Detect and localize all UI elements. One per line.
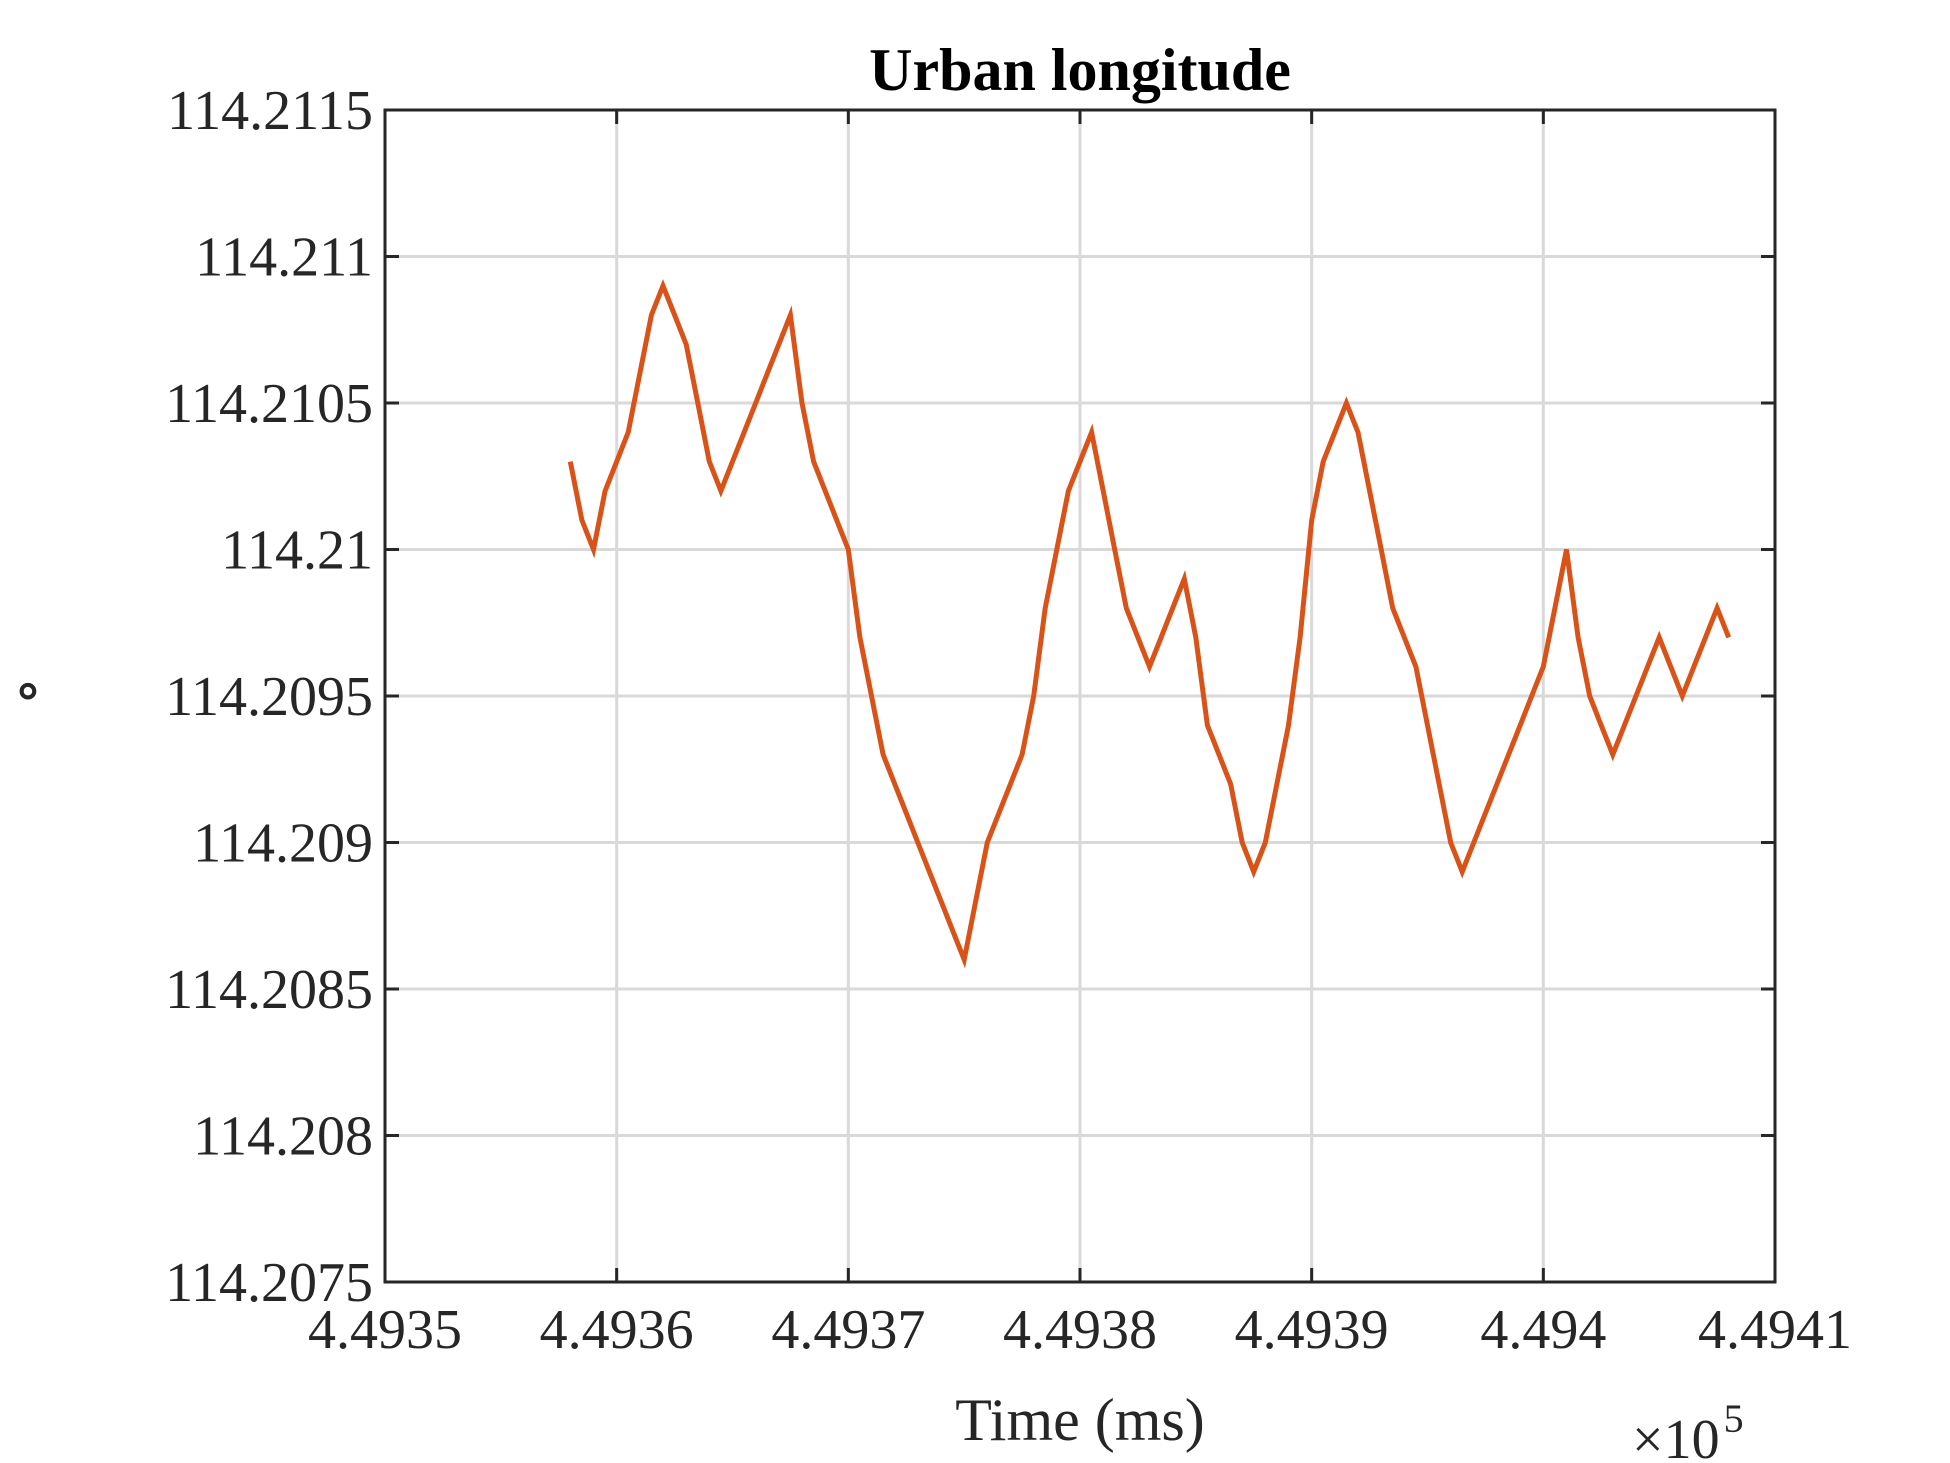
grid <box>383 108 1777 1284</box>
ticks: 4.4935 4.4936 4.4937 4.4938 4.4939 4.494 4.494… <box>165 80 1852 1361</box>
y-tick-label: 114.209 <box>193 813 373 875</box>
x-axis-exponent-power: 5 <box>1724 1396 1744 1441</box>
y-tick-label: 114.211 <box>195 227 373 289</box>
y-tick-label: 114.2075 <box>165 1252 373 1314</box>
chart-title: Urban longitude <box>869 37 1291 103</box>
y-tick-label: 114.2095 <box>165 666 373 728</box>
y-tick-label: 114.2085 <box>165 959 373 1021</box>
x-axis-exponent: ×10 5 <box>1632 1396 1744 1463</box>
x-tick-label: 4.4937 <box>771 1299 925 1361</box>
x-tick-label: 4.4938 <box>1003 1299 1157 1361</box>
y-tick-label: 114.2115 <box>167 80 373 142</box>
series-line <box>567 279 1732 969</box>
x-axis-label: Time (ms) <box>955 1387 1205 1453</box>
y-tick-label: 114.208 <box>193 1106 373 1168</box>
x-tick-label: 4.4935 <box>308 1299 462 1361</box>
x-tick-label: 4.4936 <box>540 1299 694 1361</box>
y-axis-label: ∘ <box>13 657 42 723</box>
x-tick-label: 4.4939 <box>1235 1299 1389 1361</box>
x-tick-label: 4.494 <box>1480 1299 1606 1361</box>
x-tick-label: 4.4941 <box>1698 1299 1852 1361</box>
x-axis-exponent-base: ×10 <box>1632 1409 1720 1463</box>
y-tick-label: 114.2105 <box>165 373 373 435</box>
series-layer <box>567 279 1732 969</box>
y-tick-label: 114.21 <box>221 520 373 582</box>
